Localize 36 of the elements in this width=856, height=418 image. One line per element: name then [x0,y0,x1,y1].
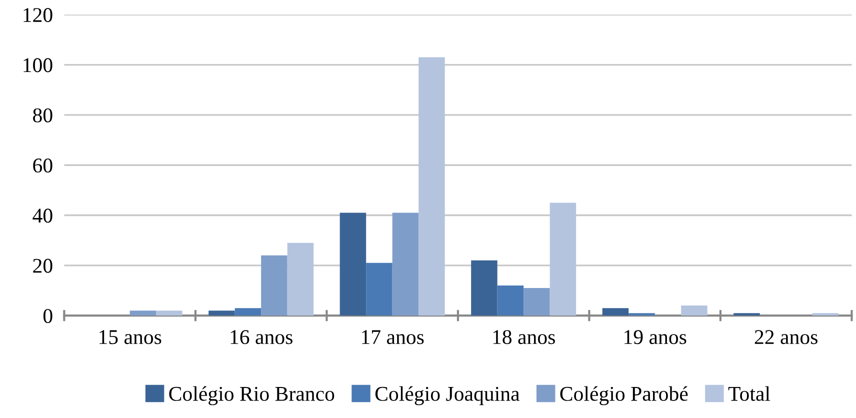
x-tick-label: 18 anos [493,330,555,344]
y-tick-label: 100 [24,58,52,72]
y-tick-label: 80 [33,108,52,122]
bar [602,308,629,316]
legend-label: Colégio Rio Branco [169,386,334,406]
legend-label: Total [728,386,770,401]
bar [208,310,235,316]
bar [812,313,839,316]
bar [392,212,419,316]
bar [418,57,445,316]
x-tick-label: 15 anos [100,330,162,344]
bar [261,255,288,316]
bar [681,306,708,316]
y-tick-label: 20 [33,258,52,273]
x-tick-label: 19 anos [624,330,686,344]
y-tick-label: 120 [24,8,52,22]
bar [524,288,550,316]
bar [340,212,366,316]
bar [628,313,655,316]
bar [287,242,314,316]
bar [130,310,156,316]
y-tick-label: 60 [33,158,52,173]
x-tick-label: 17 anos [362,330,424,344]
bar [471,260,498,316]
bar [234,308,262,316]
y-tick-label: 40 [32,208,52,223]
bar [497,285,524,316]
legend-label: Colégio Joaquina [375,386,520,406]
bar [156,310,182,316]
x-tick-label: 16 anos [230,330,292,344]
x-tick-label: 22 anos [754,330,818,344]
bar [734,313,760,316]
bar [366,262,392,316]
legend-label: Colégio Parobé [560,386,688,406]
y-tick-label: 0 [43,308,52,324]
bar [550,202,576,316]
